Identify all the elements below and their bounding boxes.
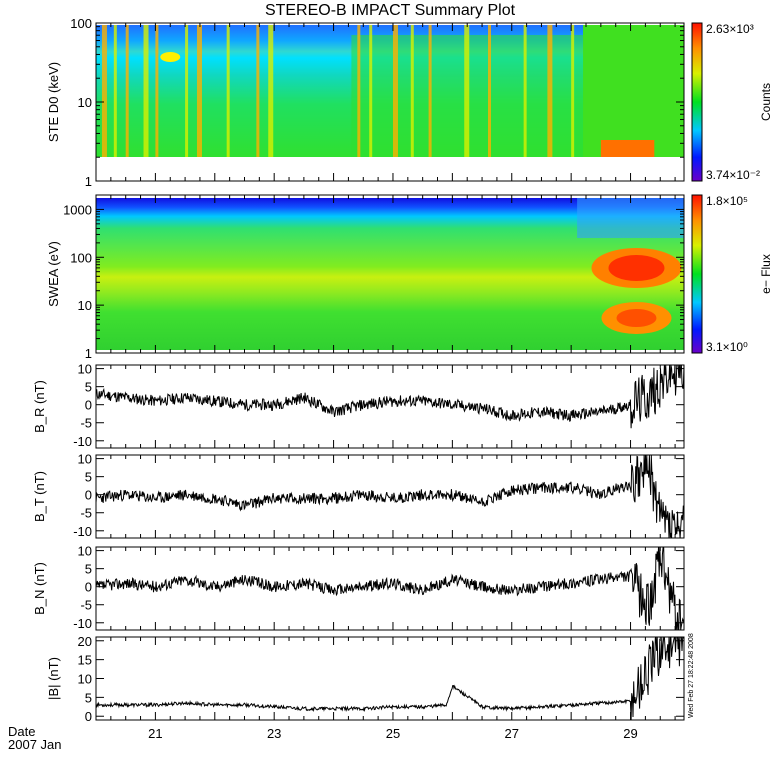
spectrogram-burst <box>488 25 491 157</box>
spectrogram-burst <box>464 25 470 157</box>
colorbar-label: Counts <box>759 83 773 121</box>
y-tick-label: 0 <box>85 709 92 724</box>
spectrogram-burst <box>185 25 189 157</box>
x-tick-label: 29 <box>623 726 637 741</box>
spectrogram-region <box>577 198 684 238</box>
y-axis-label: STE D0 (keV) <box>46 62 61 142</box>
y-tick-label: -10 <box>73 616 92 631</box>
y-axis-label: B_R (nT) <box>32 380 47 433</box>
page-title: STEREO-B IMPACT Summary Plot <box>264 2 516 19</box>
panel-frame <box>95 546 685 631</box>
spectrogram-burst <box>428 25 432 157</box>
x-tick-label: 21 <box>148 726 162 741</box>
ste-spectrogram <box>96 25 684 157</box>
y-tick-label: -5 <box>80 506 92 521</box>
spectrogram-hotspot <box>608 255 665 281</box>
colorbar-min-label: 3.74×10⁻² <box>706 168 760 182</box>
y-tick-label: 10 <box>78 298 92 313</box>
series-line <box>96 547 684 630</box>
spectrogram-region <box>583 25 684 157</box>
date-axis-label: Date <box>8 724 36 739</box>
spectrogram-hotspot <box>160 52 181 62</box>
spectrogram-burst <box>101 25 107 157</box>
colorbar-max-label: 2.63×10³ <box>706 22 754 36</box>
panel-frame <box>95 194 685 354</box>
spectrogram-burst <box>523 25 527 157</box>
x-tick-label: 25 <box>386 726 400 741</box>
series-line <box>96 455 684 538</box>
y-tick-label: 5 <box>85 690 92 705</box>
swea-spectrogram <box>96 198 684 350</box>
y-tick-label: 0 <box>85 488 92 503</box>
spectrogram-burst <box>410 25 414 157</box>
y-tick-label: 1 <box>85 174 92 189</box>
y-tick-label: 5 <box>85 562 92 577</box>
y-tick-label: -10 <box>73 524 92 539</box>
month-axis-label: 2007 Jan <box>8 737 62 752</box>
y-tick-label: 10 <box>78 452 92 467</box>
spectrogram-hotspot <box>616 309 657 327</box>
spectrogram-burst <box>226 25 230 157</box>
spectrogram-burst <box>357 25 361 157</box>
y-tick-label: 10 <box>78 672 92 687</box>
y-tick-label: 10 <box>78 95 92 110</box>
colorbar-max-label: 1.8×10⁵ <box>706 194 748 208</box>
timestamp-label: Wed Feb 27 18:22:48 2008 <box>688 633 695 718</box>
y-tick-label: 1000 <box>63 202 92 217</box>
y-tick-label: -10 <box>73 434 92 449</box>
y-tick-label: 1 <box>85 346 92 361</box>
y-tick-label: -5 <box>80 598 92 613</box>
y-tick-label: 100 <box>70 250 92 265</box>
x-tick-label: 23 <box>267 726 281 741</box>
colorbar <box>691 22 703 182</box>
y-axis-label: SWEA (eV) <box>46 241 61 307</box>
spectrogram-burst <box>268 25 274 157</box>
y-axis-label: |B| (nT) <box>46 657 61 700</box>
colorbar-label: e− Flux <box>759 254 773 294</box>
y-tick-label: 15 <box>78 653 92 668</box>
spectrogram-burst <box>369 25 373 157</box>
y-tick-label: 5 <box>85 380 92 395</box>
spectrogram-burst <box>125 25 129 157</box>
spectrogram-burst <box>571 25 575 157</box>
y-tick-label: 20 <box>78 634 92 649</box>
colorbar-min-label: 3.1×10⁰ <box>706 340 748 354</box>
panel-frame <box>95 454 685 539</box>
y-tick-label: 0 <box>85 580 92 595</box>
y-tick-label: 10 <box>78 544 92 559</box>
spectrogram-burst <box>113 25 117 157</box>
series-line <box>96 637 684 720</box>
x-tick-label: 27 <box>505 726 519 741</box>
spectrogram-hotspot <box>600 140 655 157</box>
y-tick-label: -5 <box>80 416 92 431</box>
y-tick-label: 10 <box>78 362 92 377</box>
colorbar <box>691 194 703 354</box>
y-axis-label: B_T (nT) <box>32 471 47 522</box>
panel-frame <box>95 364 685 449</box>
spectrogram-burst <box>256 25 260 157</box>
y-tick-label: 100 <box>70 16 92 31</box>
series-line <box>96 365 684 429</box>
spectrogram-burst <box>392 25 398 157</box>
spectrogram-burst <box>196 25 202 157</box>
spectrogram-burst <box>155 25 159 157</box>
spectrogram-burst <box>143 25 149 157</box>
y-tick-label: 0 <box>85 398 92 413</box>
spectrogram-burst <box>547 25 553 157</box>
y-axis-label: B_N (nT) <box>32 562 47 615</box>
y-tick-label: 5 <box>85 470 92 485</box>
